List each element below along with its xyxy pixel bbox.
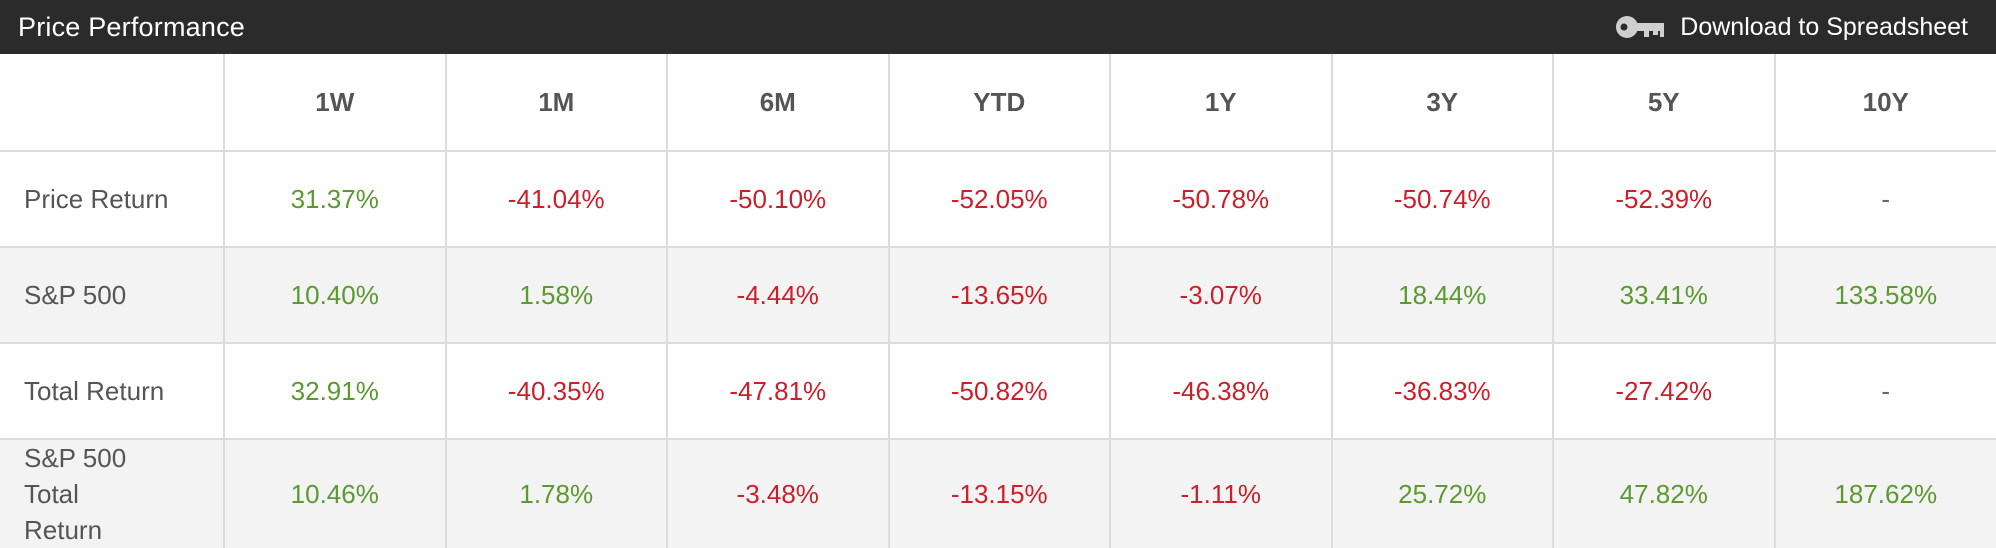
- table-cell: -: [1775, 151, 1996, 247]
- table-cell: -3.07%: [1110, 247, 1332, 343]
- table-cell: -13.65%: [889, 247, 1111, 343]
- column-header: 5Y: [1553, 54, 1775, 151]
- table-cell: 31.37%: [224, 151, 446, 247]
- price-performance-widget: Price Performance Download to Spreadshee…: [0, 0, 1996, 532]
- download-label: Download to Spreadsheet: [1680, 13, 1968, 42]
- table-cell: -36.83%: [1332, 343, 1554, 439]
- table-cell: 10.40%: [224, 247, 446, 343]
- table-cell: -: [1775, 343, 1996, 439]
- download-spreadsheet-button[interactable]: Download to Spreadsheet: [1614, 12, 1968, 42]
- table-cell: -4.44%: [667, 247, 889, 343]
- table-cell: -41.04%: [446, 151, 668, 247]
- table-cell: -50.78%: [1110, 151, 1332, 247]
- widget-header: Price Performance Download to Spreadshee…: [0, 0, 1996, 54]
- column-header: 3Y: [1332, 54, 1554, 151]
- table-cell: 32.91%: [224, 343, 446, 439]
- column-header: 1Y: [1110, 54, 1332, 151]
- column-header: 10Y: [1775, 54, 1996, 151]
- table-cell: 33.41%: [1553, 247, 1775, 343]
- table-cell: 1.58%: [446, 247, 668, 343]
- widget-title: Price Performance: [18, 12, 245, 43]
- row-label: Price Return: [0, 151, 224, 247]
- column-header: 6M: [667, 54, 889, 151]
- table-cell: -52.39%: [1553, 151, 1775, 247]
- row-label: S&P 500: [0, 247, 224, 343]
- column-header-blank: [0, 54, 224, 151]
- table-cell: -40.35%: [446, 343, 668, 439]
- key-icon: [1614, 12, 1666, 42]
- table-cell: -50.82%: [889, 343, 1111, 439]
- row-label: Total Return: [0, 343, 224, 439]
- table-cell: -27.42%: [1553, 343, 1775, 439]
- table-cell: -50.10%: [667, 151, 889, 247]
- column-header: YTD: [889, 54, 1111, 151]
- column-header: 1M: [446, 54, 668, 151]
- table-cell: 18.44%: [1332, 247, 1554, 343]
- table-cell: -52.05%: [889, 151, 1111, 247]
- table-cell: -46.38%: [1110, 343, 1332, 439]
- table-cell: 133.58%: [1775, 247, 1996, 343]
- table-cell: -50.74%: [1332, 151, 1554, 247]
- table-cell: -47.81%: [667, 343, 889, 439]
- column-header: 1W: [224, 54, 446, 151]
